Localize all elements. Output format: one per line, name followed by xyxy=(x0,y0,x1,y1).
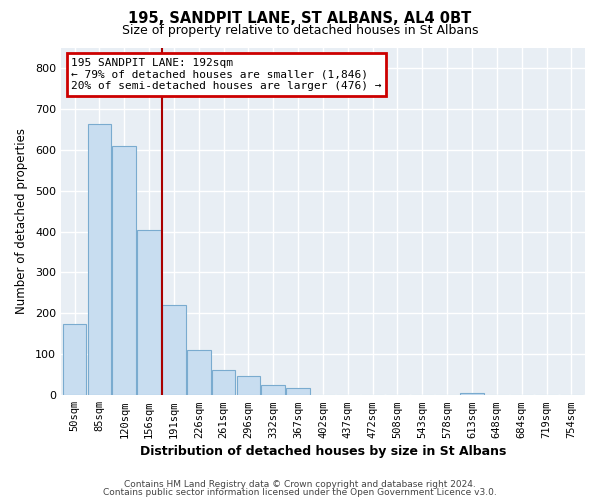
Bar xyxy=(162,305,186,395)
Bar xyxy=(262,385,285,395)
Text: 195, SANDPIT LANE, ST ALBANS, AL4 0BT: 195, SANDPIT LANE, ST ALBANS, AL4 0BT xyxy=(128,11,472,26)
X-axis label: Distribution of detached houses by size in St Albans: Distribution of detached houses by size … xyxy=(140,444,506,458)
Text: Contains public sector information licensed under the Open Government Licence v3: Contains public sector information licen… xyxy=(103,488,497,497)
Bar xyxy=(137,230,161,395)
Bar xyxy=(236,376,260,395)
Y-axis label: Number of detached properties: Number of detached properties xyxy=(15,128,28,314)
Bar xyxy=(63,324,86,395)
Bar xyxy=(112,146,136,395)
Bar xyxy=(212,370,235,395)
Bar xyxy=(187,350,211,395)
Text: Size of property relative to detached houses in St Albans: Size of property relative to detached ho… xyxy=(122,24,478,37)
Bar xyxy=(88,124,111,395)
Text: Contains HM Land Registry data © Crown copyright and database right 2024.: Contains HM Land Registry data © Crown c… xyxy=(124,480,476,489)
Bar xyxy=(286,388,310,395)
Text: 195 SANDPIT LANE: 192sqm
← 79% of detached houses are smaller (1,846)
20% of sem: 195 SANDPIT LANE: 192sqm ← 79% of detach… xyxy=(71,58,382,91)
Bar xyxy=(460,393,484,395)
